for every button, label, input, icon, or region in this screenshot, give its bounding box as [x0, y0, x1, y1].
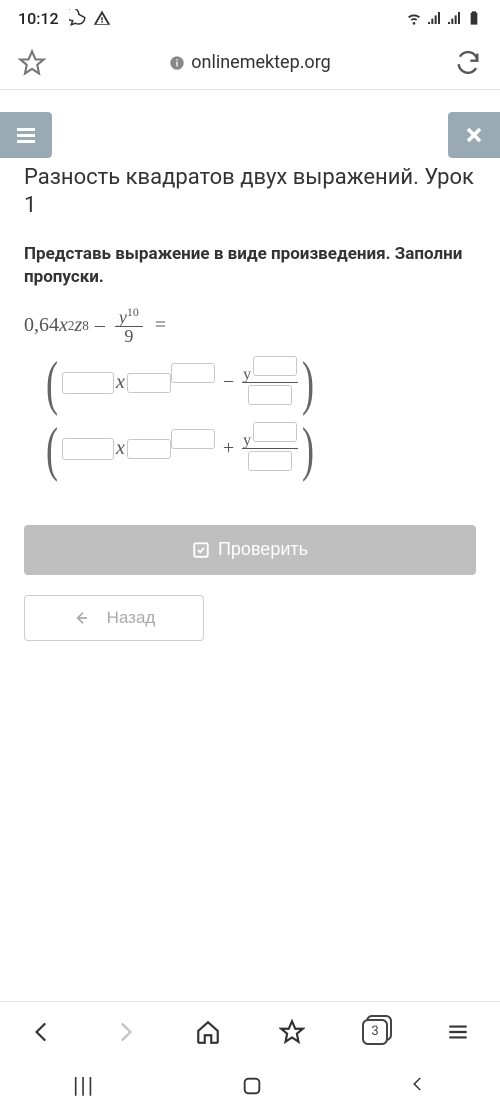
blank-y-exp-2[interactable] [253, 422, 297, 442]
fraction-y10-9: y10 9 [115, 307, 143, 345]
close-icon [462, 123, 486, 147]
wifi-icon [406, 10, 422, 26]
sys-back[interactable] [409, 1075, 427, 1097]
back-label: Назад [107, 608, 156, 628]
whatsapp-icon [69, 9, 87, 27]
blank-den-2[interactable] [248, 451, 292, 471]
sys-recents[interactable]: ||| [73, 1074, 95, 1099]
check-icon [192, 541, 210, 559]
expression-top: 0,64 x2 z8 – y10 9 = [24, 307, 476, 345]
blank-exp-1[interactable] [171, 363, 215, 383]
blank-base-1[interactable] [127, 373, 171, 393]
coeff: 0,64 [24, 314, 59, 337]
rparen2-icon: ) [302, 422, 314, 476]
z-pow: 8 [82, 318, 89, 334]
task-text: Представь выражение в виде произведения.… [24, 243, 476, 289]
nav-home-icon[interactable] [195, 1019, 221, 1045]
lparen-icon: ( [46, 356, 58, 410]
nav-menu-icon[interactable] [445, 1019, 471, 1045]
equals: = [155, 314, 166, 337]
blank-base-2[interactable] [127, 439, 171, 459]
nav-tabs-button[interactable]: 3 [362, 1019, 388, 1045]
nav-forward-icon[interactable] [112, 1019, 138, 1045]
status-bar: 10:12 [0, 0, 500, 36]
browser-bottom-nav: 3 [0, 1001, 500, 1061]
rparen-icon: ) [302, 356, 314, 410]
hamburger-icon [14, 123, 38, 147]
z-var: z [74, 314, 82, 337]
factor-2: ( x + y ) [42, 417, 476, 481]
blank-y-exp-1[interactable] [253, 356, 297, 376]
blank-exp-2[interactable] [171, 429, 215, 449]
signal2-icon [446, 10, 462, 26]
warning-icon [93, 9, 111, 27]
lparen2-icon: ( [46, 422, 58, 476]
blank-den-1[interactable] [248, 385, 292, 405]
y-fraction-1: y [242, 360, 298, 405]
check-label: Проверить [218, 539, 308, 560]
menu-button[interactable] [0, 112, 52, 158]
url-text: onlinemektep.org [191, 52, 331, 73]
sys-home[interactable] [241, 1075, 263, 1097]
x-var: x [59, 314, 68, 337]
lesson-title: Разность квадратов двух выражений. Урок … [24, 164, 476, 219]
close-button[interactable] [448, 112, 500, 158]
plus-op: + [223, 437, 234, 460]
blank-coeff-2[interactable] [62, 438, 114, 460]
site-info-icon [169, 55, 185, 71]
reload-icon[interactable] [454, 49, 482, 77]
battery-icon [466, 10, 482, 26]
lesson-content: Разность квадратов двух выражений. Урок … [0, 158, 500, 1001]
y-fraction-2: y [242, 426, 298, 471]
check-button[interactable]: Проверить [24, 525, 476, 575]
page-action-row [0, 112, 500, 158]
bookmark-star-icon[interactable] [18, 49, 46, 77]
browser-bar: onlinemektep.org [0, 36, 500, 90]
arrow-left-icon [73, 610, 89, 626]
status-time: 10:12 [18, 9, 59, 28]
tab-count: 3 [371, 1024, 378, 1039]
back-button[interactable]: Назад [24, 595, 204, 641]
nav-bookmark-icon[interactable] [279, 1019, 305, 1045]
nav-back-icon[interactable] [29, 1019, 55, 1045]
math-area: 0,64 x2 z8 – y10 9 = ( x − y [24, 307, 476, 481]
factor-1: ( x − y ) [42, 351, 476, 415]
minus-op: − [223, 371, 234, 394]
minus-1: – [95, 314, 105, 337]
signal-icon [426, 10, 442, 26]
system-nav: ||| [0, 1061, 500, 1111]
url-display[interactable]: onlinemektep.org [46, 52, 454, 73]
blank-coeff-1[interactable] [62, 372, 114, 394]
